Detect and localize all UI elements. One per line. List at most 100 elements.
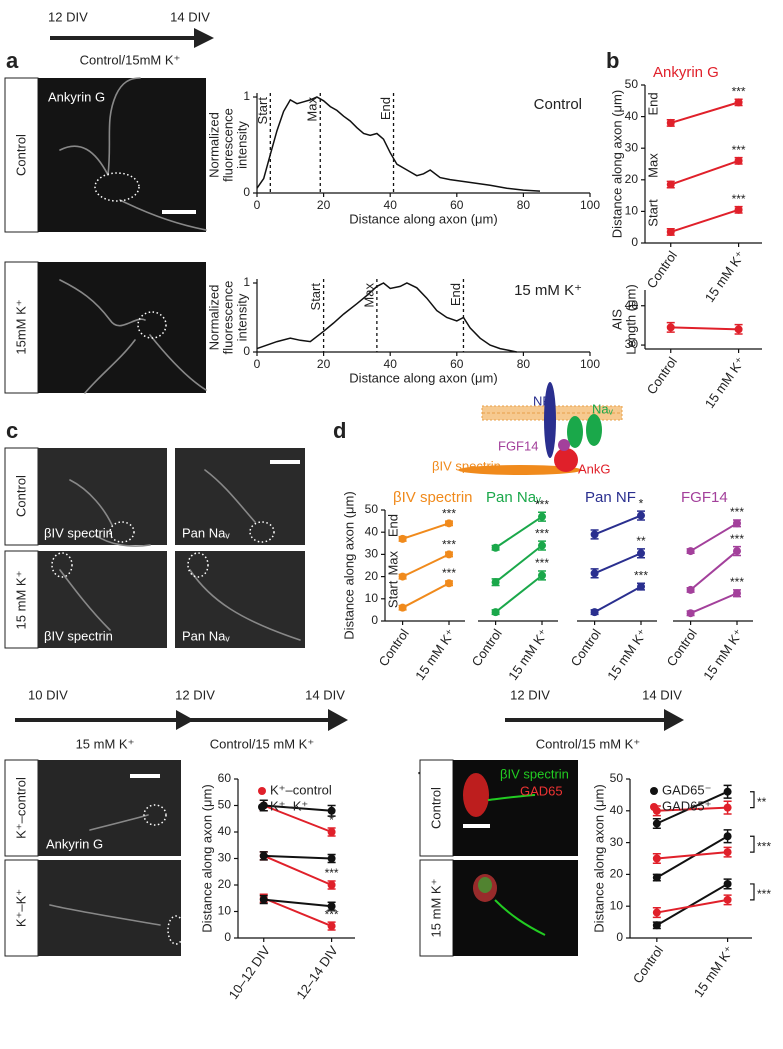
series-line	[494, 544, 543, 583]
row-label-box	[4, 859, 39, 957]
gad65-soma	[463, 773, 489, 817]
x-tick-label: 80	[517, 198, 531, 212]
x-tick-label: Control	[469, 626, 505, 669]
chart-title: 15 mM K⁺	[514, 282, 582, 299]
legend-label: GAD65⁻	[662, 782, 712, 797]
data-point	[327, 828, 336, 836]
y-tick-label: 30	[365, 547, 379, 561]
y-tick-label: 20	[365, 569, 379, 583]
nav	[567, 416, 583, 448]
y-tick-label: 50	[625, 77, 639, 91]
legend-marker	[258, 803, 266, 811]
series-line	[656, 898, 728, 914]
significance-bracket	[750, 883, 755, 901]
fgf14	[558, 439, 570, 451]
y-axis-label: intensity	[234, 293, 249, 341]
data-point	[445, 519, 453, 528]
schematic-label: AnkG	[578, 461, 611, 476]
series-title: Pan Naᵥ	[486, 489, 541, 506]
x-tick-label: 15 mM K⁺	[412, 626, 458, 683]
x-tick-label: 60	[450, 198, 464, 212]
spectrin	[458, 465, 582, 475]
series-title: βIV spectrin	[393, 489, 473, 506]
data-point	[723, 832, 732, 841]
chart-title: Control	[534, 96, 582, 113]
x-tick-label: 100	[580, 198, 600, 212]
significance: ***	[730, 575, 744, 589]
series-line	[670, 208, 739, 233]
significance: **	[636, 534, 646, 548]
arrow-head	[328, 709, 348, 731]
level-label: Start	[385, 580, 400, 608]
neuron	[49, 814, 161, 926]
y-axis-label: AIS	[609, 309, 624, 330]
soma-outline	[143, 804, 167, 826]
legend-marker	[650, 803, 658, 811]
legend-marker	[258, 787, 266, 795]
timeline: 12 DIV 14 DIV Control/15mM K⁺	[48, 9, 214, 67]
series-line	[263, 898, 332, 908]
x-tick-label: 10–12 DIV	[225, 943, 273, 1002]
y-tick-label: 10	[625, 204, 639, 218]
data-point	[723, 895, 732, 904]
data-point	[666, 180, 675, 189]
y-tick-label: 20	[625, 172, 639, 186]
series-line	[656, 883, 729, 927]
neuron	[59, 77, 207, 231]
timeline-label: Control/15 mM K⁺	[536, 736, 640, 751]
data-point	[637, 582, 645, 591]
data-point	[491, 543, 500, 552]
row-label-box	[4, 550, 39, 649]
panel-letter: d	[333, 418, 346, 443]
neuron	[59, 279, 207, 394]
stain-label: Pan Naᵥ	[182, 628, 230, 643]
y-axis-label: Distance along axon (μm)	[341, 491, 356, 639]
y-tick-label: 0	[631, 235, 638, 249]
row-label: Control	[13, 134, 28, 176]
row-label: Control	[13, 475, 28, 517]
series-line	[263, 854, 332, 860]
significance: ***	[535, 526, 549, 540]
micrograph	[175, 551, 305, 648]
y-axis-label: Distance along axon (μm)	[591, 784, 606, 932]
data-point	[327, 806, 336, 815]
series-line	[670, 326, 739, 331]
neuron	[59, 469, 301, 641]
y-tick-label: 0	[243, 185, 250, 199]
x-axis-label: Distance along axon (μm)	[349, 211, 497, 226]
level-label: End	[385, 514, 400, 537]
row-label: 15 mM K⁺	[428, 879, 443, 938]
soma-outline	[249, 521, 275, 543]
series-line	[402, 582, 450, 609]
micrograph	[175, 448, 305, 545]
marker-label: Max	[305, 97, 320, 122]
level-label: Max	[645, 153, 660, 178]
legend-label: K⁺–K⁺	[270, 798, 308, 813]
data-point	[445, 579, 453, 588]
x-tick-label: Control	[664, 626, 700, 669]
timeline-label: 15 mM K⁺	[76, 736, 135, 751]
schematic-label: βIV spectrin	[432, 458, 501, 473]
y-tick-label: 1	[243, 275, 250, 289]
data-point	[666, 118, 675, 127]
data-point	[733, 547, 741, 556]
y-tick-label: 0	[616, 930, 623, 944]
row-label: K⁺–K⁺	[13, 889, 28, 927]
data-point	[398, 572, 407, 581]
nf	[544, 382, 556, 458]
y-tick-label: 1	[243, 89, 250, 103]
ais	[494, 899, 546, 936]
y-axis-label: Distance along axon (μm)	[609, 90, 624, 238]
data-point	[259, 851, 268, 860]
timeline-label: 14 DIV	[305, 687, 345, 702]
data-point	[734, 325, 743, 334]
data-point	[491, 578, 500, 587]
series-line	[402, 553, 450, 578]
y-tick-label: 50	[218, 798, 232, 812]
y-tick-label: 50	[365, 502, 379, 516]
panel-letter: b	[606, 48, 619, 73]
significance: ***	[730, 532, 744, 546]
data-point	[733, 519, 741, 528]
data-point	[590, 608, 599, 617]
row-label-box	[4, 77, 39, 233]
